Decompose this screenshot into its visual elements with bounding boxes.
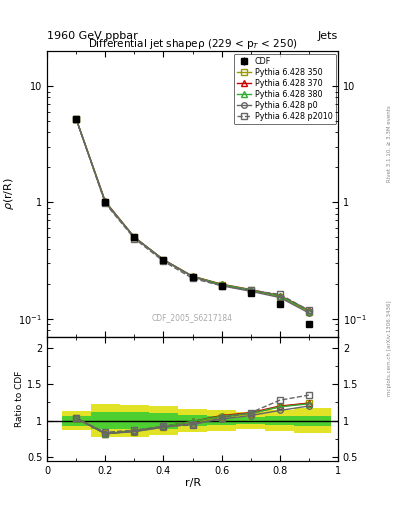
Title: Differential jet shapeρ (229 < p$_T$ < 250): Differential jet shapeρ (229 < p$_T$ < 2… [88, 37, 298, 51]
Pythia 6.428 380 [132, 234, 137, 241]
Pythia 6.428 380 [219, 282, 224, 288]
Pythia 6.428 p2010 [307, 307, 311, 313]
Pythia 6.428 p2010 [190, 275, 195, 282]
Pythia 6.428 370 [219, 281, 224, 287]
Text: 1960 GeV ppbar: 1960 GeV ppbar [47, 31, 138, 41]
Pythia 6.428 p0 [277, 294, 282, 301]
Pythia 6.428 380 [190, 273, 195, 280]
Pythia 6.428 p2010 [219, 283, 224, 289]
Text: Jets: Jets [318, 31, 338, 41]
Pythia 6.428 380 [74, 116, 79, 122]
Text: CDF_2005_S6217184: CDF_2005_S6217184 [152, 313, 233, 323]
Pythia 6.428 p0 [190, 273, 195, 280]
Pythia 6.428 350 [74, 116, 79, 122]
Line: Pythia 6.428 380: Pythia 6.428 380 [73, 116, 312, 313]
Pythia 6.428 350 [132, 234, 137, 241]
Pythia 6.428 380 [307, 308, 311, 314]
X-axis label: r/R: r/R [184, 478, 201, 488]
Pythia 6.428 370 [161, 257, 166, 263]
Pythia 6.428 350 [248, 287, 253, 293]
Pythia 6.428 p2010 [248, 287, 253, 293]
Pythia 6.428 350 [307, 309, 311, 315]
Pythia 6.428 p0 [161, 257, 166, 263]
Pythia 6.428 p2010 [277, 291, 282, 297]
Y-axis label: Ratio to CDF: Ratio to CDF [15, 371, 24, 427]
Legend: CDF, Pythia 6.428 350, Pythia 6.428 370, Pythia 6.428 380, Pythia 6.428 p0, Pyth: CDF, Pythia 6.428 350, Pythia 6.428 370,… [234, 54, 336, 124]
Pythia 6.428 p2010 [161, 258, 166, 264]
Pythia 6.428 p0 [74, 116, 79, 122]
Pythia 6.428 370 [307, 307, 311, 313]
Pythia 6.428 380 [103, 199, 108, 205]
Pythia 6.428 p2010 [74, 116, 79, 122]
Pythia 6.428 350 [103, 199, 108, 205]
Pythia 6.428 380 [277, 293, 282, 299]
Pythia 6.428 p0 [132, 234, 137, 241]
Pythia 6.428 370 [103, 198, 108, 204]
Line: Pythia 6.428 p2010: Pythia 6.428 p2010 [73, 116, 312, 313]
Pythia 6.428 p0 [248, 288, 253, 294]
Pythia 6.428 p2010 [132, 236, 137, 242]
Pythia 6.428 370 [277, 292, 282, 298]
Line: Pythia 6.428 350: Pythia 6.428 350 [73, 116, 312, 314]
Pythia 6.428 p0 [103, 199, 108, 205]
Pythia 6.428 p2010 [103, 200, 108, 206]
Pythia 6.428 350 [161, 257, 166, 263]
Pythia 6.428 370 [74, 116, 79, 122]
Y-axis label: $\rho$(r/R): $\rho$(r/R) [2, 178, 16, 210]
Line: Pythia 6.428 p0: Pythia 6.428 p0 [73, 116, 312, 316]
Pythia 6.428 380 [161, 257, 166, 263]
Pythia 6.428 380 [248, 287, 253, 293]
Pythia 6.428 p0 [219, 283, 224, 289]
Pythia 6.428 350 [190, 273, 195, 280]
Line: Pythia 6.428 370: Pythia 6.428 370 [73, 116, 312, 313]
Text: mcplots.cern.ch [arXiv:1306.3436]: mcplots.cern.ch [arXiv:1306.3436] [387, 301, 392, 396]
Pythia 6.428 370 [132, 234, 137, 240]
Pythia 6.428 350 [277, 293, 282, 300]
Pythia 6.428 370 [190, 273, 195, 279]
Pythia 6.428 p0 [307, 310, 311, 316]
Text: Rivet 3.1.10, ≥ 3.3M events: Rivet 3.1.10, ≥ 3.3M events [387, 105, 392, 182]
Pythia 6.428 370 [248, 287, 253, 293]
Pythia 6.428 350 [219, 282, 224, 288]
